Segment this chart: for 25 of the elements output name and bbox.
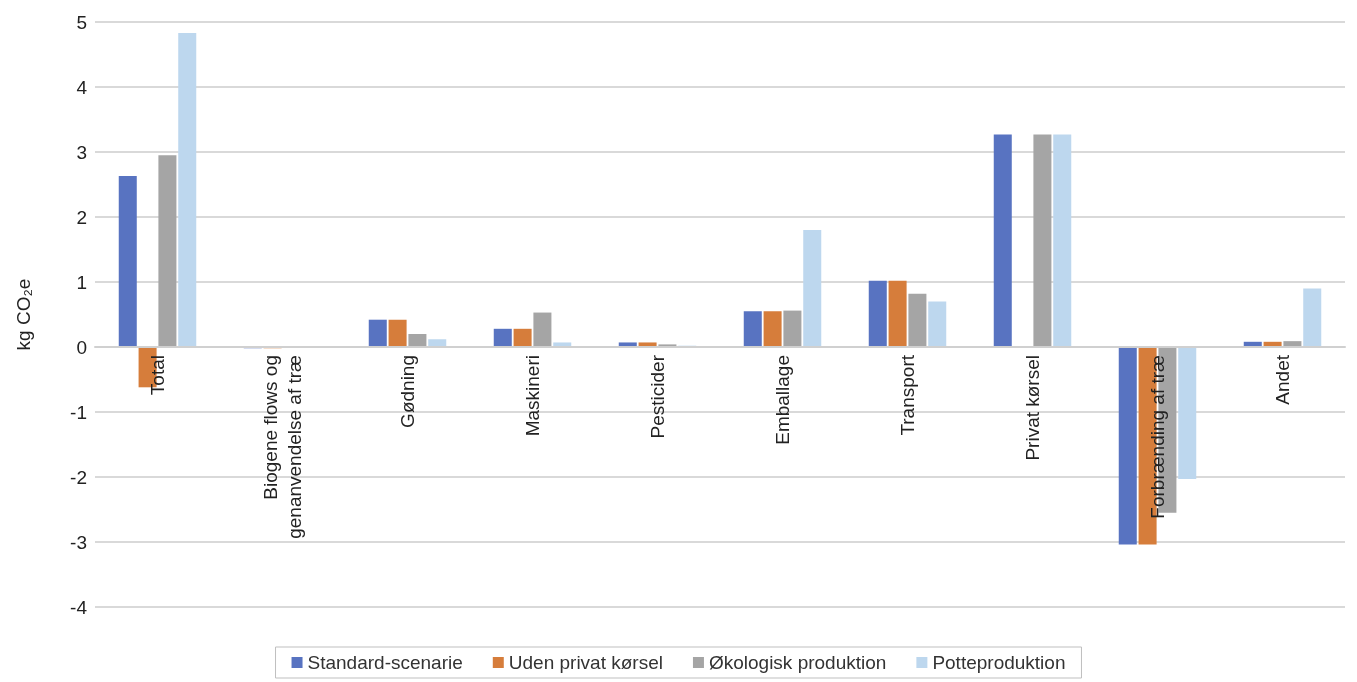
x-tick-label: Emballage <box>772 355 793 445</box>
y-tick-label: -4 <box>70 596 88 618</box>
y-tick-label: -1 <box>70 401 87 423</box>
x-tick-label: Gødning <box>397 355 418 428</box>
x-tick-label: Forbrænding af træ <box>1147 354 1168 519</box>
legend-label: Uden privat kørsel <box>508 652 663 673</box>
y-tick-label: 2 <box>76 206 87 228</box>
y-tick-label: 4 <box>76 76 88 98</box>
y-tick-label: -3 <box>70 531 87 553</box>
x-tick-label: Andet <box>1272 354 1293 405</box>
x-tick-label: Maskineri <box>522 355 543 437</box>
x-tick-label: Biogene flows og genanvendelse af træ <box>260 354 305 539</box>
legend-label: Standard-scenarie <box>307 652 463 673</box>
x-tick-label: Transport <box>897 354 918 436</box>
legend-label: Økologisk produktion <box>708 652 887 673</box>
y-tick-label: 0 <box>76 336 87 358</box>
y-tick-label: 5 <box>76 11 87 33</box>
y-axis-title: kg CO₂e <box>13 278 34 351</box>
x-tick-label: Total <box>147 355 168 396</box>
y-tick-label: -2 <box>70 466 87 488</box>
x-tick-label: Privat kørsel <box>1022 355 1043 461</box>
legend-label: Potteproduktion <box>932 652 1066 673</box>
x-tick-label: Pesticider <box>647 354 668 439</box>
y-tick-label: 1 <box>76 271 87 293</box>
y-tick-label: 3 <box>76 141 87 163</box>
